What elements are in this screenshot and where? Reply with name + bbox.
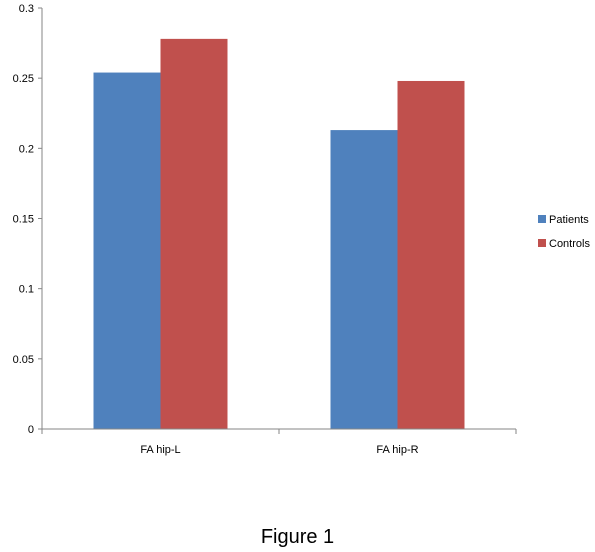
y-tick-label: 0.05 [13,354,34,366]
y-tick-label: 0.15 [13,214,34,226]
legend-swatch-patients [538,215,546,223]
legend: Patients Controls [538,214,590,250]
legend-label-patients: Patients [549,214,589,226]
bar-controls-2 [397,80,465,430]
bar-patients-1 [93,72,161,429]
y-tick-label: 0.1 [19,284,34,296]
y-tick-label: 0 [28,424,34,436]
x-tick-label: FA hip-R [376,444,418,456]
y-tick-label: 0.25 [13,73,34,85]
legend-swatch-controls [538,239,546,247]
x-tick-label: FA hip-L [140,444,180,456]
figure-caption: Figure 1 [260,526,335,548]
y-tick-label: 0.3 [19,3,34,15]
bar-patients-2 [330,130,398,429]
legend-label-controls: Controls [549,238,590,250]
y-tick-label: 0.2 [19,143,34,155]
plot-area: 0 0.05 0.1 0.15 0.2 0.25 0.3 FA hip-L FA hip-R [13,3,517,456]
bar-controls-1 [160,38,228,430]
